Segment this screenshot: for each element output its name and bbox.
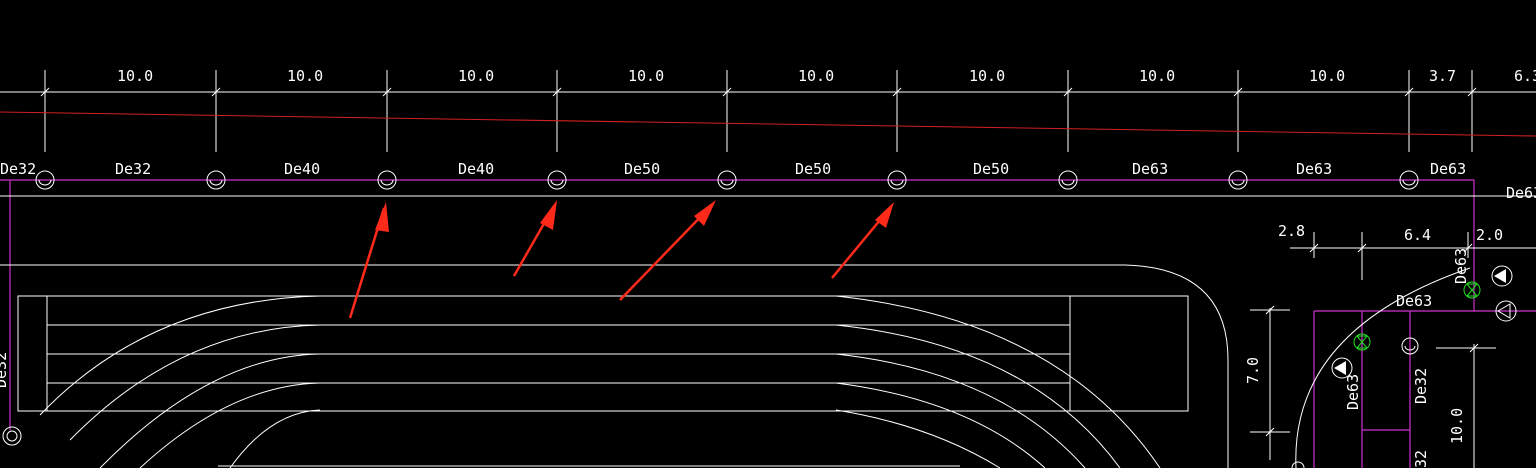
pipe-label: De63 xyxy=(1344,374,1362,410)
right-detail-dims xyxy=(1250,232,1536,468)
dim-span: 6.3 xyxy=(1514,67,1536,85)
track-curves xyxy=(39,295,1161,468)
pipe-label: De50 xyxy=(973,160,1009,178)
dim-span: 10.0 xyxy=(287,67,323,85)
red-reference-line xyxy=(0,111,1536,137)
pipe-label: 32 xyxy=(1412,450,1430,468)
pipe-label: De32 xyxy=(1412,368,1430,404)
pump-symbols xyxy=(1291,265,1517,468)
pipe-label: De63 xyxy=(1296,160,1332,178)
right-dim: 2.8 xyxy=(1278,222,1305,240)
stage-outline xyxy=(17,295,1189,412)
dim-span: 10.0 xyxy=(458,67,494,85)
dim-span: 10.0 xyxy=(798,67,834,85)
dim-span: 10.0 xyxy=(117,67,153,85)
right-pipe-network xyxy=(1313,310,1536,468)
pipe-label: De32 xyxy=(0,352,10,388)
right-dim: 7.0 xyxy=(1244,357,1262,384)
right-dim: 2.0 xyxy=(1476,226,1503,244)
right-dim: 10.0 xyxy=(1448,408,1466,444)
pipe-label: De63 xyxy=(1506,184,1536,202)
pipe-label: De63 xyxy=(1132,160,1168,178)
dim-span: 3.7 xyxy=(1429,67,1456,85)
pipe-label: De63 xyxy=(1430,160,1466,178)
pipe-label: De32 xyxy=(0,160,36,178)
pipe-label: De40 xyxy=(284,160,320,178)
pipe-label: De40 xyxy=(458,160,494,178)
dim-span: 10.0 xyxy=(1309,67,1345,85)
valve-symbols xyxy=(1353,281,1481,351)
pipe-label: De63 xyxy=(1452,248,1470,284)
right-arc xyxy=(1295,267,1471,468)
pipe-label: De50 xyxy=(624,160,660,178)
sprinkler-heads xyxy=(2,170,1419,446)
dim-span: 10.0 xyxy=(628,67,664,85)
red-arrows xyxy=(348,200,894,319)
grid-axes xyxy=(40,70,1477,152)
outer-wall-curve xyxy=(0,264,1229,468)
dim-span: 10.0 xyxy=(969,67,1005,85)
pipe-label: De63 xyxy=(1396,292,1432,310)
right-dim: 6.4 xyxy=(1404,226,1431,244)
pipe-label: De32 xyxy=(115,160,151,178)
dim-span: 10.0 xyxy=(1139,67,1175,85)
pipe-label: De50 xyxy=(795,160,831,178)
